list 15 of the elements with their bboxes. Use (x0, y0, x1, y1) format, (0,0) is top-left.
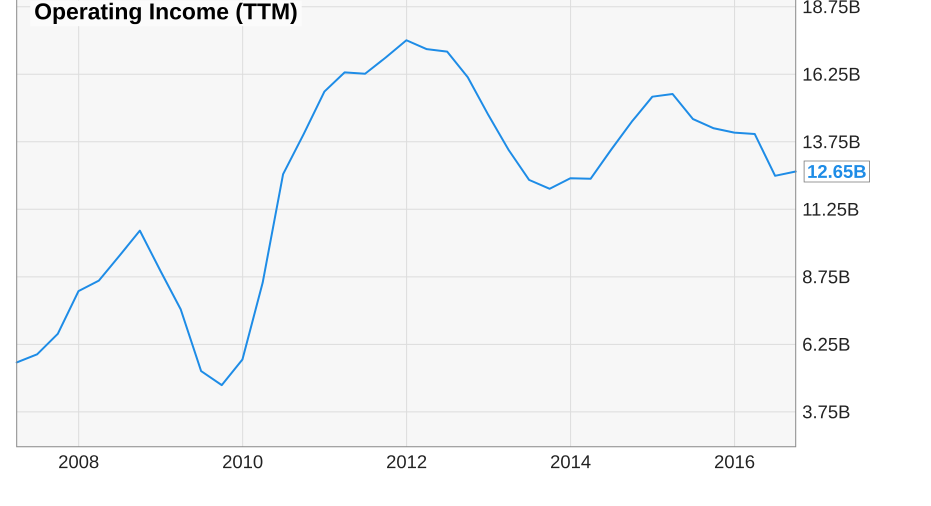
y-tick-label: 6.25B (803, 338, 850, 351)
x-tick-label: 2008 (59, 455, 98, 468)
x-tick-label: 2010 (223, 455, 262, 468)
x-tick-label: 2016 (714, 455, 754, 468)
y-tick-label: 8.75B (803, 270, 850, 284)
line-series (16, 39, 797, 386)
y-tick-label: 16.25B (804, 68, 860, 81)
y-tick-label: 3.75B (802, 405, 850, 418)
chart-title: Operating Income (TTM) (35, 2, 297, 24)
y-tick-label: 11.25B (804, 202, 858, 216)
x-tick-label: 2014 (551, 455, 591, 468)
y-tick-label: 13.75B (804, 135, 860, 148)
x-tick-label: 2012 (387, 455, 426, 468)
data-label: 12.65B (808, 164, 866, 178)
y-tick-label: 18.75B (804, 0, 860, 14)
